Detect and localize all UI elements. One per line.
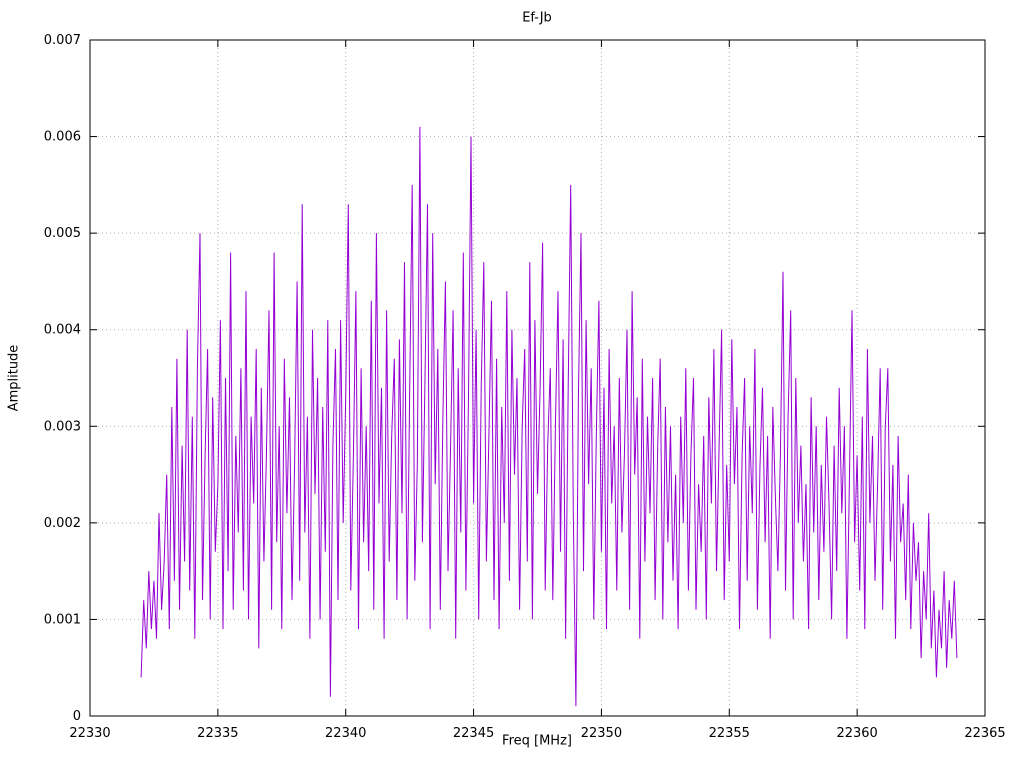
x-axis-label: Freq [MHz] <box>502 733 572 749</box>
y-tick-label: 0.005 <box>44 226 81 241</box>
y-tick-label: 0.006 <box>44 130 81 145</box>
y-tick-label: 0.001 <box>44 612 81 627</box>
y-tick-label: 0 <box>73 709 81 724</box>
y-tick-label: 0.002 <box>44 516 81 531</box>
x-tick-label: 22340 <box>325 726 366 741</box>
plot-border <box>89 39 986 717</box>
y-tick-label: 0.004 <box>44 323 81 338</box>
x-tick-label: 22345 <box>453 726 494 741</box>
x-tick-label: 22365 <box>964 726 1005 741</box>
y-axis-label: Amplitude <box>6 344 22 412</box>
x-tick-label: 22360 <box>836 726 877 741</box>
chart-title: Ef-Jb <box>522 10 552 26</box>
x-tick-label: 22330 <box>69 726 110 741</box>
y-tick-label: 0.007 <box>44 33 81 48</box>
data-series-line <box>140 126 958 707</box>
x-tick-label: 22335 <box>197 726 238 741</box>
x-tick-label: 22355 <box>709 726 750 741</box>
y-tick-label: 0.003 <box>44 419 81 434</box>
x-tick-label: 22350 <box>581 726 622 741</box>
